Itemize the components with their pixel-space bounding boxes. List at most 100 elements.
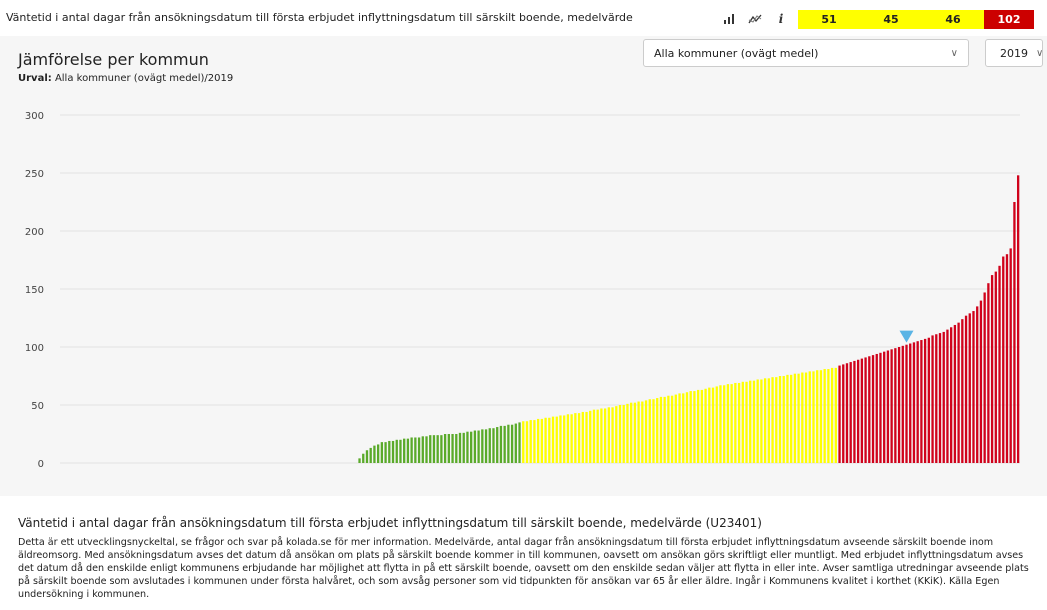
bar[interactable] [961,319,964,463]
bar[interactable] [563,415,566,463]
bar[interactable] [875,353,878,463]
bar[interactable] [938,333,942,463]
bar[interactable] [834,367,837,463]
bar[interactable] [410,437,413,463]
bar[interactable] [403,438,406,463]
bar[interactable] [518,422,521,463]
bar[interactable] [704,388,707,463]
bar[interactable] [615,406,618,463]
bar[interactable] [886,350,890,463]
bar[interactable] [935,334,938,463]
bar[interactable] [856,359,860,463]
bar[interactable] [927,337,930,463]
bar[interactable] [957,322,960,463]
bar[interactable] [388,440,391,463]
bar[interactable] [700,389,704,463]
bar[interactable] [380,442,384,463]
bar[interactable] [484,429,488,463]
bar[interactable] [682,393,685,463]
bar[interactable] [551,416,555,463]
bar[interactable] [596,409,599,463]
bar[interactable] [797,373,800,463]
bar[interactable] [592,409,596,463]
bar[interactable] [488,428,491,463]
bar[interactable] [745,381,748,463]
bar[interactable] [499,425,503,463]
bar[interactable] [897,347,901,463]
bar[interactable] [830,367,834,463]
bar[interactable] [853,360,856,463]
bar[interactable] [689,391,692,463]
bar[interactable] [611,407,614,463]
bar[interactable] [801,372,804,463]
bar[interactable] [756,379,759,463]
bar[interactable] [696,389,700,463]
bar[interactable] [395,439,398,463]
bar[interactable] [950,327,953,463]
bar[interactable] [804,372,808,463]
bar[interactable] [473,430,477,463]
bar[interactable] [365,450,369,463]
bar[interactable] [559,415,562,463]
bar[interactable] [570,414,573,463]
bar[interactable] [455,434,458,463]
bar[interactable] [622,405,625,463]
bar[interactable] [429,435,432,463]
bar[interactable] [373,445,376,463]
bar[interactable] [533,420,536,463]
bar[interactable] [540,418,544,463]
bar[interactable] [436,435,439,463]
bar[interactable] [890,349,893,463]
bar[interactable] [860,358,864,463]
bar[interactable] [749,380,752,463]
bar[interactable] [641,401,644,463]
bar[interactable] [670,395,674,463]
bar[interactable] [525,421,529,463]
bar[interactable] [808,371,811,463]
bar[interactable] [923,338,927,463]
bar[interactable] [693,391,696,463]
bar[interactable] [522,421,525,463]
bar[interactable] [849,362,852,463]
bar[interactable] [812,371,815,463]
bar[interactable] [987,283,990,463]
bar[interactable] [734,382,737,463]
year-select[interactable]: 2019 ∨ [985,39,1043,67]
bar[interactable] [1016,175,1020,463]
bar[interactable] [793,373,797,463]
bar[interactable] [953,324,957,463]
bar[interactable] [384,442,387,463]
bar[interactable] [529,420,532,463]
bar[interactable] [715,386,718,463]
bar[interactable] [626,403,629,463]
bar[interactable] [931,335,934,463]
bar[interactable] [685,392,689,463]
bar[interactable] [838,365,841,463]
bar[interactable] [879,352,882,463]
bar[interactable] [600,408,603,463]
bar[interactable] [842,364,845,463]
bar[interactable] [845,363,849,463]
bar[interactable] [905,344,908,463]
bar[interactable] [503,425,506,463]
bar[interactable] [607,407,610,463]
bar[interactable] [790,374,793,463]
bar[interactable] [447,434,450,463]
bar[interactable] [648,399,651,463]
bar[interactable] [406,438,410,463]
bar[interactable] [767,378,770,463]
bar[interactable] [1005,254,1009,463]
bar[interactable] [544,417,547,463]
trend-line-icon[interactable] [742,9,768,29]
bar[interactable] [414,437,417,463]
bar[interactable] [470,431,473,463]
bar[interactable] [633,402,637,463]
bar[interactable] [514,423,517,463]
bar[interactable] [425,436,428,463]
bar[interactable] [451,434,454,463]
bar[interactable] [775,377,778,463]
bar[interactable] [990,275,994,463]
bar[interactable] [548,417,551,463]
bar[interactable] [466,431,469,463]
bar[interactable] [369,447,372,463]
